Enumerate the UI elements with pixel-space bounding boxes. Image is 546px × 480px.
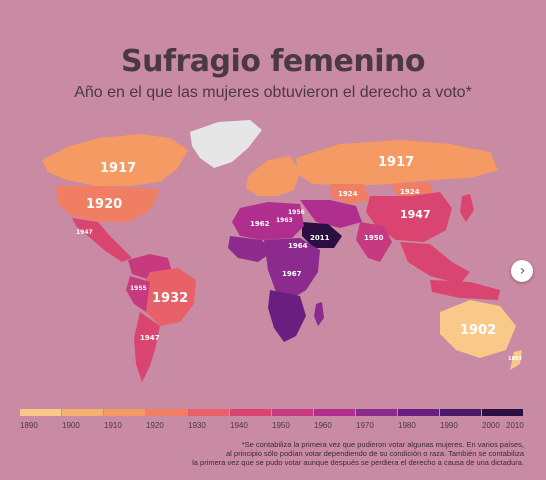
southern-africa-region — [268, 290, 306, 342]
page-subtitle: Año en el que las mujeres obtuvieron el … — [74, 84, 472, 101]
legend-tick-label: 1930 — [188, 421, 206, 430]
label-kazakh: 1924 — [338, 190, 358, 198]
footnote-line: al principio sólo podían votar dependien… — [226, 449, 524, 458]
legend-tick-label: 1920 — [146, 421, 164, 430]
label-argentina: 1947 — [140, 334, 160, 342]
label-congo: 1967 — [282, 270, 302, 278]
legend-tick-label: 1940 — [230, 421, 248, 430]
legend-swatch — [398, 409, 439, 416]
india-region — [356, 222, 392, 262]
legend-swatch — [230, 409, 271, 416]
usa-region — [56, 186, 160, 222]
legend-tick-label: 1980 — [398, 421, 416, 430]
chevron-right-icon: › — [519, 263, 526, 279]
label-saudi: 2011 — [310, 234, 330, 242]
label-algeria: 1962 — [250, 220, 270, 228]
greenland-region — [190, 120, 262, 168]
europe-region — [246, 156, 300, 196]
peru-region — [126, 276, 150, 312]
label-mexico: 1947 — [76, 229, 93, 236]
mexico-region — [72, 218, 132, 262]
legend-tick-label: 1910 — [104, 421, 122, 430]
new-zealand-region — [510, 350, 522, 370]
legend-swatch — [104, 409, 145, 416]
japan-region — [460, 194, 474, 222]
legend-swatch — [62, 409, 103, 416]
label-china: 1947 — [400, 208, 431, 221]
legend-tick-label: 1890 — [20, 421, 38, 430]
legend-swatch — [440, 409, 481, 416]
legend-tick-label: 1990 — [440, 421, 458, 430]
footnote-line: la primera vez que se pudo votar aunque … — [192, 458, 524, 467]
label-canada: 1917 — [100, 161, 136, 176]
madagascar-region — [314, 302, 324, 326]
label-sudan: 1964 — [288, 242, 308, 250]
label-peru: 1955 — [130, 285, 147, 292]
legend: 1890 1900 1910 1920 1930 1940 1950 1960 1970 1980… — [20, 409, 524, 433]
russia-region — [296, 140, 498, 186]
legend-swatch — [272, 409, 313, 416]
world-map: 1917 1920 1917 1932 1947 1902 1950 2011 … — [42, 120, 522, 382]
australia-region — [440, 300, 516, 358]
legend-swatch — [314, 409, 355, 416]
brazil-region — [140, 268, 196, 326]
legend-swatch — [20, 409, 61, 416]
label-libya: 1963 — [276, 217, 293, 224]
southeast-asia-region — [400, 242, 470, 284]
north-africa-region — [232, 202, 304, 240]
legend-swatch — [482, 409, 523, 416]
footnote: *Se contabiliza la primera vez que pudie… — [104, 440, 524, 467]
legend-tick-label: 1950 — [272, 421, 290, 430]
middle-east-region — [300, 200, 362, 228]
legend-tick-label: 1970 — [356, 421, 374, 430]
central-africa-region — [264, 238, 320, 300]
label-usa: 1920 — [86, 197, 122, 212]
page-title: Sufragio femenino — [121, 44, 425, 79]
label-india: 1950 — [364, 234, 384, 242]
label-brazil: 1932 — [152, 291, 188, 306]
footnote-line: *Se contabiliza la primera vez que pudie… — [241, 440, 524, 449]
legend-tick-label: 1960 — [314, 421, 332, 430]
legend-swatch — [146, 409, 187, 416]
west-africa-region — [228, 236, 272, 262]
legend-tick-label: 2010 — [506, 421, 524, 430]
legend-tick-label: 1900 — [62, 421, 80, 430]
china-region — [366, 192, 452, 242]
mongolia-region — [390, 182, 434, 198]
next-slide-button[interactable]: › — [511, 260, 533, 282]
label-mongolia: 1924 — [400, 188, 420, 196]
label-egypt: 1956 — [288, 209, 305, 216]
indonesia-region — [430, 280, 500, 300]
label-australia: 1902 — [460, 323, 496, 338]
saudi-region — [302, 222, 342, 248]
label-russia: 1917 — [378, 155, 414, 170]
central-asia-region — [330, 184, 370, 204]
legend-tick-label: 2000 — [482, 421, 500, 430]
canada-region — [42, 134, 188, 186]
legend-swatch — [188, 409, 229, 416]
label-new-zealand: 1893 — [508, 356, 522, 362]
argentina-region — [134, 312, 160, 382]
legend-swatch — [356, 409, 397, 416]
